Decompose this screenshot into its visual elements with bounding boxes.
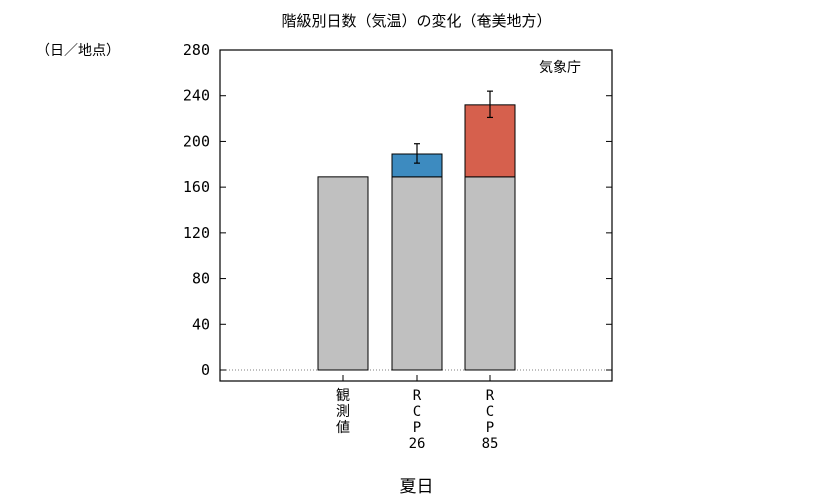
category-label: P — [486, 420, 494, 436]
category-label: 値 — [336, 420, 350, 436]
category-label: R — [486, 388, 495, 404]
plot-frame — [219, 49, 613, 382]
y-tick-label: 280 — [183, 41, 210, 59]
y-tick-label: 120 — [183, 224, 210, 242]
y-tick-label: 240 — [183, 87, 210, 105]
y-tick-label: 80 — [192, 270, 210, 288]
y-tick-label: 200 — [183, 132, 210, 150]
bar-base — [391, 176, 443, 371]
y-tick-label: 40 — [192, 315, 210, 333]
x-axis-label: 夏日 — [399, 477, 434, 497]
category-label: R — [413, 388, 422, 404]
category-label: C — [486, 404, 494, 420]
category-label: 26 — [409, 436, 426, 452]
bar-base — [317, 176, 369, 371]
chart-title: 階級別日数（気温）の変化（奄美地方） — [281, 12, 552, 30]
category-label: 85 — [482, 436, 499, 452]
source-label: 気象庁 — [539, 60, 581, 76]
category-label: P — [413, 420, 421, 436]
bar-base — [464, 176, 516, 371]
category-label: 測 — [336, 404, 350, 420]
y-axis-unit-label: （日／地点） — [36, 43, 120, 59]
category-label: 観 — [336, 387, 350, 404]
y-tick-label: 160 — [183, 178, 210, 196]
y-tick-label: 0 — [201, 361, 210, 379]
category-label: C — [413, 404, 421, 420]
